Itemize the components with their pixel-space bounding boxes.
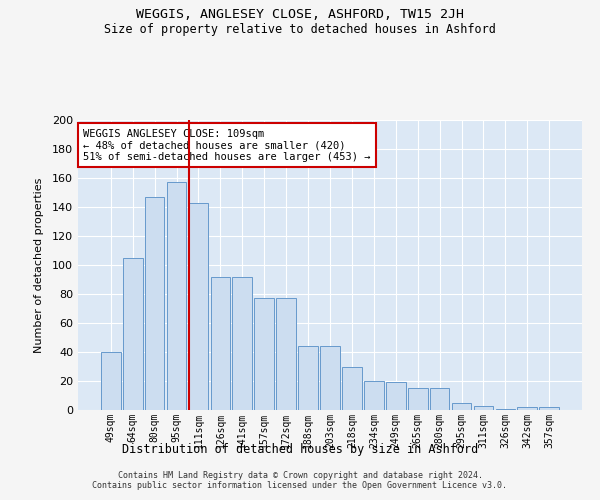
Text: WEGGIS ANGLESEY CLOSE: 109sqm
← 48% of detached houses are smaller (420)
51% of : WEGGIS ANGLESEY CLOSE: 109sqm ← 48% of d…: [83, 128, 371, 162]
Bar: [539, 407, 559, 410]
Bar: [430, 388, 449, 410]
Text: Distribution of detached houses by size in Ashford: Distribution of detached houses by size …: [122, 442, 478, 456]
Bar: [496, 408, 515, 410]
Bar: [452, 403, 472, 410]
Bar: [408, 388, 428, 410]
Bar: [517, 407, 537, 410]
Bar: [276, 298, 296, 410]
Bar: [298, 346, 318, 410]
Bar: [232, 276, 252, 410]
Bar: [123, 258, 143, 410]
Bar: [386, 382, 406, 410]
Bar: [101, 352, 121, 410]
Bar: [320, 346, 340, 410]
Bar: [167, 182, 187, 410]
Text: WEGGIS, ANGLESEY CLOSE, ASHFORD, TW15 2JH: WEGGIS, ANGLESEY CLOSE, ASHFORD, TW15 2J…: [136, 8, 464, 20]
Text: Contains HM Land Registry data © Crown copyright and database right 2024.
Contai: Contains HM Land Registry data © Crown c…: [92, 470, 508, 490]
Bar: [188, 202, 208, 410]
Y-axis label: Number of detached properties: Number of detached properties: [34, 178, 44, 352]
Bar: [473, 406, 493, 410]
Bar: [211, 276, 230, 410]
Bar: [342, 366, 362, 410]
Text: Size of property relative to detached houses in Ashford: Size of property relative to detached ho…: [104, 22, 496, 36]
Bar: [254, 298, 274, 410]
Bar: [145, 197, 164, 410]
Bar: [364, 381, 384, 410]
